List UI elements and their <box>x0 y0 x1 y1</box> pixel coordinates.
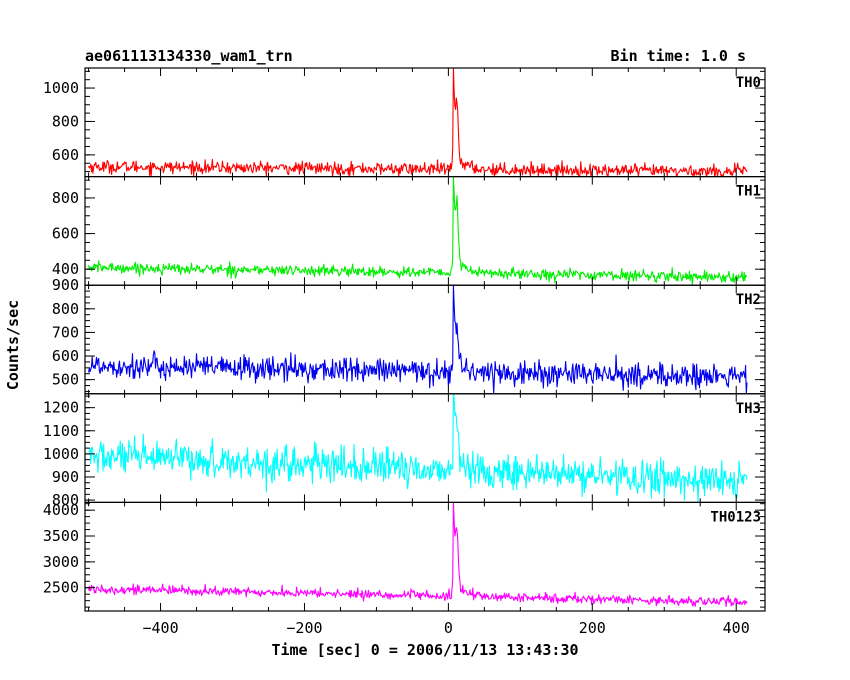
panel-th3: 800 900 1000 1100 1200 TH3 <box>43 393 766 509</box>
y-tick-label: 400 <box>52 260 79 278</box>
channel-label-th2: TH2 <box>736 292 761 308</box>
series-line-th0123 <box>88 501 748 608</box>
channel-label-th0: TH0 <box>736 75 761 91</box>
y-tick-label: 800 <box>52 491 79 509</box>
panel-frame-th0 <box>84 67 766 178</box>
channel-label-th0123: TH0123 <box>710 509 761 525</box>
panel-th0123: 2500 3000 3500 4000 TH0123 <box>43 501 766 612</box>
y-tick-label: 2500 <box>43 579 79 597</box>
channel-label-th3: TH3 <box>736 401 761 417</box>
panel-frame-th0123 <box>84 501 766 612</box>
series-line-th3 <box>88 393 748 503</box>
series-line-th0 <box>88 67 748 178</box>
x-tick-label: 0 <box>444 619 453 637</box>
x-tick-label: −400 <box>142 619 178 637</box>
panel-frame-th3 <box>84 393 766 503</box>
y-tick-label: 3000 <box>43 553 79 571</box>
y-axis-label: Counts/sec <box>4 300 22 390</box>
y-tick-label: 600 <box>52 225 79 243</box>
y-tick-label: 1200 <box>43 399 79 417</box>
y-tick-label: 800 <box>52 189 79 207</box>
x-axis-label: Time [sec] 0 = 2006/11/13 13:43:30 <box>271 641 578 659</box>
panel-th1: 400 600 800 TH1 <box>52 176 766 286</box>
panel-th2: 500 600 700 800 900 TH2 <box>52 276 766 395</box>
y-tick-label: 1000 <box>43 445 79 463</box>
channel-label-th1: TH1 <box>736 184 761 200</box>
x-tick-label: −200 <box>286 619 322 637</box>
y-tick-label: 4000 <box>43 501 79 519</box>
y-tick-label: 1100 <box>43 422 79 440</box>
x-tick-label: 400 <box>723 619 750 637</box>
series-line-th1 <box>88 176 748 286</box>
series-line-th2 <box>88 284 748 394</box>
y-tick-label: 600 <box>52 347 79 365</box>
plot-title: ae061113134330_wam1_trn <box>85 47 293 65</box>
y-tick-label: 800 <box>52 300 79 318</box>
x-tick-label: 200 <box>579 619 606 637</box>
bin-time-label: Bin time: 1.0 s <box>611 47 746 65</box>
y-tick-label: 1000 <box>43 79 79 97</box>
y-tick-label: 900 <box>52 276 79 294</box>
y-tick-label: 3500 <box>43 527 79 545</box>
y-tick-label: 600 <box>52 146 79 164</box>
y-tick-label: 500 <box>52 371 79 389</box>
x-tick-labels: −400 −200 0 200 400 <box>142 619 749 637</box>
panels-group: 600 800 1000 TH0 400 600 800 TH1 500 600 700 800 900… <box>43 67 766 637</box>
panel-th0: 600 800 1000 TH0 <box>43 67 766 178</box>
y-tick-label: 900 <box>52 468 79 486</box>
y-tick-label: 800 <box>52 112 79 130</box>
y-tick-label: 700 <box>52 323 79 341</box>
